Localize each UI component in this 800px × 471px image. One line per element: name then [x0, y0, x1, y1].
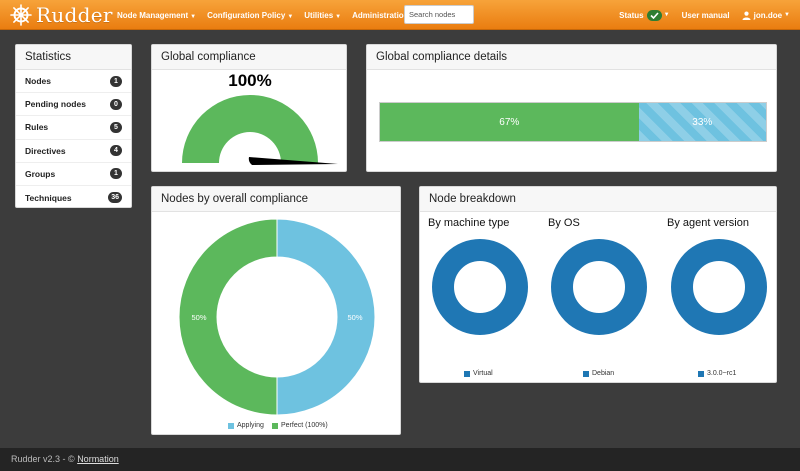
nodes-compliance-panel: Nodes by overall compliance 50% 50% Appl… [151, 186, 401, 435]
nodes-compliance-title: Nodes by overall compliance [152, 187, 400, 212]
slice-perfect[interactable] [178, 218, 278, 416]
node-breakdown-panel: Node breakdown By machine type By OS By … [419, 186, 777, 383]
statistics-panel: Statistics Nodes 1 Pending nodes 0 Rules 5 … [15, 44, 132, 208]
menu-label: Configuration Policy [207, 10, 286, 20]
menu-label: Administration [352, 10, 409, 20]
applying-segment[interactable]: 33% [638, 103, 766, 141]
caret-down-icon: ▼ [287, 13, 294, 20]
stat-techniques[interactable]: Techniques 36 [16, 186, 131, 209]
compliance-donut-chart: 50% 50% [178, 218, 376, 416]
user-manual-link[interactable]: User manual [682, 11, 730, 20]
rudder-logo[interactable]: Rudder [10, 3, 113, 27]
compliance-gauge [182, 95, 338, 165]
stat-label: Rules [25, 122, 49, 133]
caret-down-icon: ▼ [784, 12, 790, 18]
count-badge: 36 [108, 192, 122, 204]
count-badge: 1 [110, 75, 122, 87]
stat-label: Pending nodes [25, 99, 86, 110]
user-name: jon.doe [753, 10, 783, 20]
main-menu: Node Management ▼ Configuration Policy ▼ U… [117, 0, 428, 30]
menu-label: Node Management [117, 10, 189, 20]
slice-label-applying: 50% [347, 313, 362, 322]
legend-applying: Applying [228, 422, 264, 429]
legend-perfect: Perfect (100%) [272, 422, 328, 429]
legend-label: Perfect (100%) [281, 422, 328, 429]
ship-wheel-icon [10, 4, 32, 26]
segment-label: 33% [692, 116, 713, 128]
footer-text: Rudder v2.3 - © [11, 454, 75, 464]
stat-label: Directives [25, 145, 66, 156]
search-nodes-input[interactable] [404, 5, 474, 24]
menu-node-management[interactable]: Node Management ▼ [117, 11, 196, 20]
node-breakdown-title: Node breakdown [420, 187, 776, 212]
legend-label: Debian [592, 370, 615, 377]
slice-applying[interactable] [276, 218, 376, 416]
stat-nodes[interactable]: Nodes 1 [16, 70, 131, 94]
breakdown-title-machine-type: By machine type [428, 217, 510, 229]
legend-debian: Debian [583, 370, 614, 377]
normation-link[interactable]: Normation [77, 454, 119, 464]
donut-os[interactable] [551, 239, 647, 335]
count-badge: 4 [110, 145, 122, 157]
user-menu[interactable]: jon.doe ▼ [742, 11, 790, 20]
brand-name: Rudder [36, 3, 113, 27]
count-badge: 1 [110, 168, 122, 180]
breakdown-title-os: By OS [548, 217, 580, 229]
menu-label: Utilities [304, 10, 334, 20]
statistics-list: Nodes 1 Pending nodes 0 Rules 5 Directives 4… [16, 70, 131, 209]
menu-configuration-policy[interactable]: Configuration Policy ▼ [207, 11, 293, 20]
stat-groups[interactable]: Groups 1 [16, 163, 131, 186]
stat-directives[interactable]: Directives 4 [16, 140, 131, 163]
legend-label: Applying [237, 422, 264, 429]
navbar-right: Status ▼ User manual jon.doe ▼ [607, 0, 790, 30]
stat-label: Groups [25, 168, 56, 179]
status-menu[interactable]: Status ▼ [619, 9, 670, 21]
stat-pending-nodes[interactable]: Pending nodes 0 [16, 93, 131, 117]
breakdown-donuts [432, 239, 767, 335]
legend-agent-version: 3.0.0~rc1 [698, 370, 736, 377]
global-compliance-title: Global compliance [152, 45, 346, 70]
count-badge: 5 [110, 121, 122, 133]
caret-down-icon: ▼ [335, 13, 342, 20]
count-badge: 0 [110, 98, 122, 110]
breakdown-title-agent-version: By agent version [667, 217, 749, 229]
check-icon [646, 9, 662, 21]
legend-label: Virtual [473, 370, 493, 377]
caret-down-icon: ▼ [663, 12, 670, 18]
stat-rules[interactable]: Rules 5 [16, 116, 131, 140]
legend-swatch [698, 370, 704, 377]
compliance-details-title: Global compliance details [367, 45, 776, 70]
page-footer: Rudder v2.3 - © Normation [0, 448, 800, 471]
legend-swatch [464, 370, 470, 377]
caret-down-icon: ▼ [190, 13, 197, 20]
compliance-percent: 100% [228, 71, 272, 90]
compliance-progress-bar: 67% 33% [379, 102, 767, 142]
legend-swatch [228, 422, 234, 429]
segment-label: 67% [499, 116, 520, 128]
legend-virtual: Virtual [464, 370, 493, 377]
stat-label: Nodes [25, 76, 51, 87]
global-compliance-panel: Global compliance 100% [151, 44, 347, 172]
gauge-fill [182, 95, 318, 163]
legend-label: 3.0.0~rc1 [707, 370, 737, 377]
stat-label: Techniques [25, 192, 72, 203]
statistics-title: Statistics [16, 45, 131, 70]
top-navbar: Rudder Node Management ▼ Configuration Po… [0, 0, 800, 30]
donut-machine-type[interactable] [432, 239, 528, 335]
menu-utilities[interactable]: Utilities ▼ [304, 11, 341, 20]
compliance-details-panel: Global compliance details 67% 33% [366, 44, 777, 172]
user-icon [742, 11, 751, 20]
legend-swatch [583, 370, 589, 377]
legend-swatch [272, 422, 278, 429]
gauge-needle [248, 157, 338, 165]
donut-agent-version[interactable] [671, 239, 767, 335]
compliant-segment[interactable]: 67% [380, 103, 639, 141]
status-label: Status [619, 10, 644, 20]
user-manual-label: User manual [681, 10, 730, 20]
slice-label-perfect: 50% [191, 313, 206, 322]
